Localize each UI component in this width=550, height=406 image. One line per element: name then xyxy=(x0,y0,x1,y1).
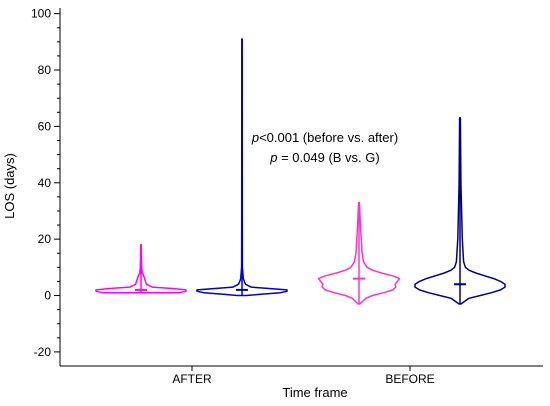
violin-outline xyxy=(317,201,401,305)
y-tick-label: 40 xyxy=(38,176,52,190)
annotation-line-1: p<0.001 (before vs. after) xyxy=(251,130,398,145)
y-tick-label: 80 xyxy=(38,63,52,77)
y-axis: -20 0 20 40 60 80 100 xyxy=(31,7,61,366)
violin-after-g xyxy=(95,244,187,294)
violin-after-b xyxy=(196,38,288,297)
violin-outline xyxy=(414,117,506,305)
y-tick-label: -20 xyxy=(34,345,52,359)
x-axis: AFTER BEFORE xyxy=(60,365,543,386)
y-tick-label: 60 xyxy=(38,119,52,133)
y-tick-label: 0 xyxy=(44,289,51,303)
violin-before-b xyxy=(414,117,506,305)
y-tick-label: 20 xyxy=(38,232,52,246)
annotation-line-2: p = 0.049 (B vs. G) xyxy=(269,150,379,165)
violin-outline xyxy=(196,38,288,297)
x-axis-label: Time frame xyxy=(282,385,347,400)
violin-before-g xyxy=(317,201,401,305)
y-axis-label: LOS (days) xyxy=(2,153,17,219)
violins xyxy=(95,38,506,305)
y-tick-label: 100 xyxy=(31,7,51,21)
x-tick-label: AFTER xyxy=(172,372,212,386)
x-tick-label: BEFORE xyxy=(385,372,434,386)
